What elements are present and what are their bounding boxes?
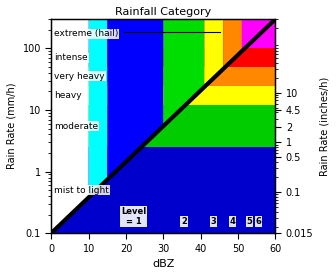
Title: Rainfall Category: Rainfall Category [115, 7, 211, 17]
Y-axis label: Rain Rate (mm/h): Rain Rate (mm/h) [7, 83, 17, 169]
Text: 5: 5 [246, 217, 252, 226]
Bar [51, 49, 276, 67]
Text: intense: intense [54, 53, 88, 62]
Text: 2: 2 [181, 217, 187, 226]
Text: 3: 3 [211, 217, 217, 226]
Text: 6: 6 [256, 217, 262, 226]
Text: heavy: heavy [54, 91, 82, 100]
Bar [51, 86, 276, 105]
Bar [51, 67, 276, 86]
Text: mist to light: mist to light [54, 185, 109, 195]
Bar [51, 105, 276, 147]
X-axis label: dBZ: dBZ [152, 259, 175, 269]
Text: 4: 4 [229, 217, 236, 226]
Y-axis label: Rain Rate (inches/h): Rain Rate (inches/h) [319, 76, 329, 176]
Bar [51, 147, 276, 233]
Text: very heavy: very heavy [54, 72, 105, 81]
Text: extreme (hail): extreme (hail) [54, 29, 119, 38]
Text: moderate: moderate [54, 122, 98, 131]
Bar [51, 19, 276, 49]
Text: Level
= 1: Level = 1 [121, 207, 146, 226]
